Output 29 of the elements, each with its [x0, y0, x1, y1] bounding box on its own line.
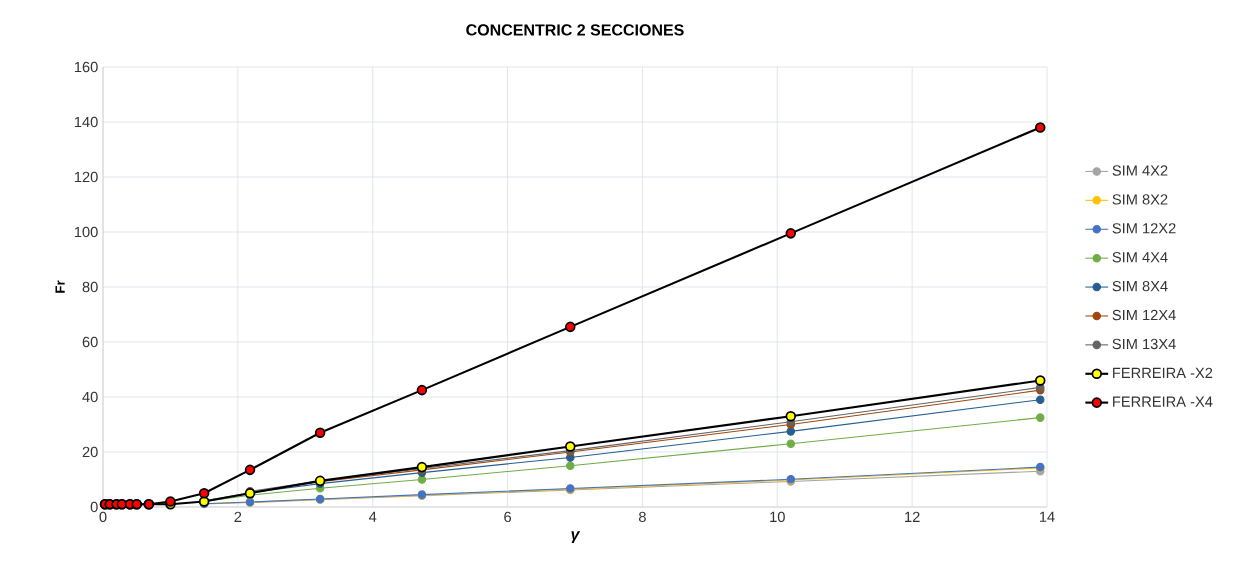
y-tick-label: 40: [82, 391, 98, 403]
legend-label: SIM 13X4: [1112, 338, 1176, 350]
y-tick-label: 0: [90, 501, 98, 513]
x-tick-label: 10: [770, 511, 785, 523]
x-tick-label: 2: [234, 511, 242, 522]
chart-title: CONCENTRIC 2 SECCIONES: [466, 24, 684, 36]
x-tick-label: 14: [1039, 511, 1055, 522]
legend-label: FERREIRA -X2: [1113, 367, 1213, 378]
x-tick-label: 0: [99, 511, 107, 523]
y-tick-label: 80: [82, 281, 98, 293]
y-axis-title: Fr: [55, 280, 65, 293]
legend-label: SIM 12X4: [1112, 309, 1176, 321]
legend-label: SIM 12X2: [1112, 223, 1176, 234]
y-tick-label: 100: [74, 226, 98, 238]
y-tick-label: 120: [74, 171, 98, 183]
legend-label: SIM 4X4: [1112, 252, 1168, 263]
x-tick-label: 6: [504, 511, 511, 523]
legend-label: SIM 4X2: [1112, 165, 1168, 176]
legend-label: SIM 8X2: [1112, 194, 1168, 205]
x-tick-label: 12: [905, 511, 920, 522]
x-tick-label: 4: [368, 511, 377, 522]
y-tick-label: 60: [82, 336, 98, 348]
legend-label: FERREIRA -X4: [1113, 396, 1213, 407]
y-tick-label: 140: [74, 116, 98, 128]
y-tick-label: 20: [82, 446, 98, 458]
x-tick-label: 8: [638, 511, 646, 523]
x-axis-title: γ: [571, 531, 581, 544]
legend-label: SIM 8X4: [1112, 280, 1168, 292]
y-tick-label: 160: [74, 61, 98, 73]
